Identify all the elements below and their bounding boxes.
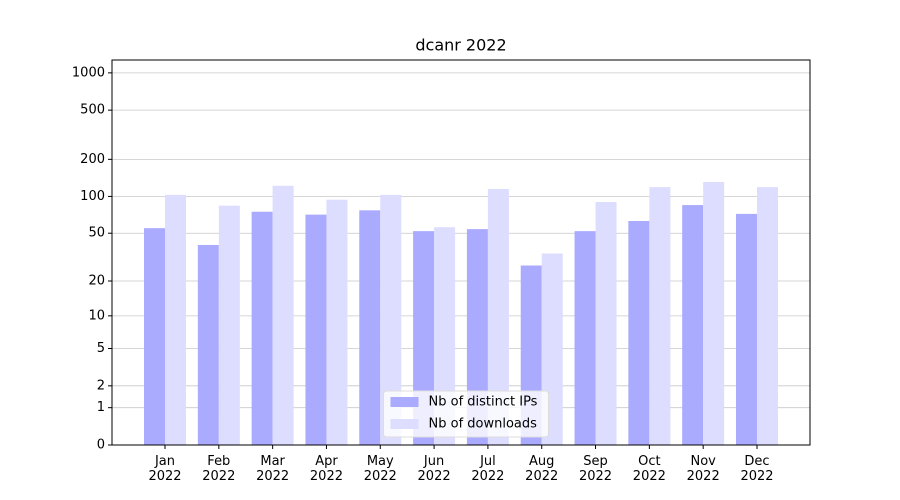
bar <box>359 210 381 445</box>
bar <box>735 213 757 445</box>
y-tick-label: 500 <box>80 103 105 118</box>
y-tick-label: 2 <box>97 378 105 393</box>
axes-frame <box>111 59 811 446</box>
legend-swatch <box>390 397 419 407</box>
bar <box>756 187 778 445</box>
bar <box>574 231 596 445</box>
x-tick-label: Jan 2022 <box>148 454 182 484</box>
x-tick-label: Nov 2022 <box>686 454 720 484</box>
bar <box>682 205 704 445</box>
y-tick-label: 5 <box>97 341 105 356</box>
legend-swatch <box>390 419 419 429</box>
y-tick-label: 50 <box>88 226 105 241</box>
bar <box>326 199 348 445</box>
bar <box>487 188 509 445</box>
x-tick-label: Feb 2022 <box>202 454 236 484</box>
legend-box <box>383 390 549 438</box>
bar <box>595 202 617 445</box>
x-tick-label: Jul 2022 <box>471 454 505 484</box>
bar <box>628 220 650 445</box>
x-tick-label: Jun 2022 <box>417 454 451 484</box>
bar <box>380 194 402 445</box>
bar <box>305 214 327 445</box>
bar <box>703 181 725 445</box>
x-tick-label: Dec 2022 <box>740 454 774 484</box>
y-tick-label: 0 <box>97 438 105 453</box>
x-tick-label: Sep 2022 <box>578 454 613 484</box>
chart-title: dcanr 2022 <box>415 36 506 55</box>
legend-label: Nb of distinct IPs <box>429 395 538 410</box>
legend-label: Nb of downloads <box>429 417 538 432</box>
y-tick-label: 100 <box>80 189 105 204</box>
x-tick-label: May 2022 <box>363 454 397 484</box>
y-tick-label: 1 <box>97 400 105 415</box>
legend: Nb of distinct IPs Nb of downloads <box>383 390 549 438</box>
x-tick-label: Mar 2022 <box>256 454 290 484</box>
y-tick-label: 200 <box>80 152 105 167</box>
y-tick-label: 20 <box>88 274 105 289</box>
y-tick-label: 10 <box>88 308 105 323</box>
bar <box>144 228 166 445</box>
bar <box>251 211 273 445</box>
x-tick-label: Apr 2022 <box>309 454 343 484</box>
bar <box>649 187 671 445</box>
bar <box>218 205 240 445</box>
x-tick-label: Aug 2022 <box>525 454 559 484</box>
bar <box>272 185 294 446</box>
bar <box>165 194 187 445</box>
y-tick-label: 1000 <box>72 65 105 80</box>
x-tick-label: Oct 2022 <box>632 454 666 484</box>
bar <box>197 244 219 445</box>
